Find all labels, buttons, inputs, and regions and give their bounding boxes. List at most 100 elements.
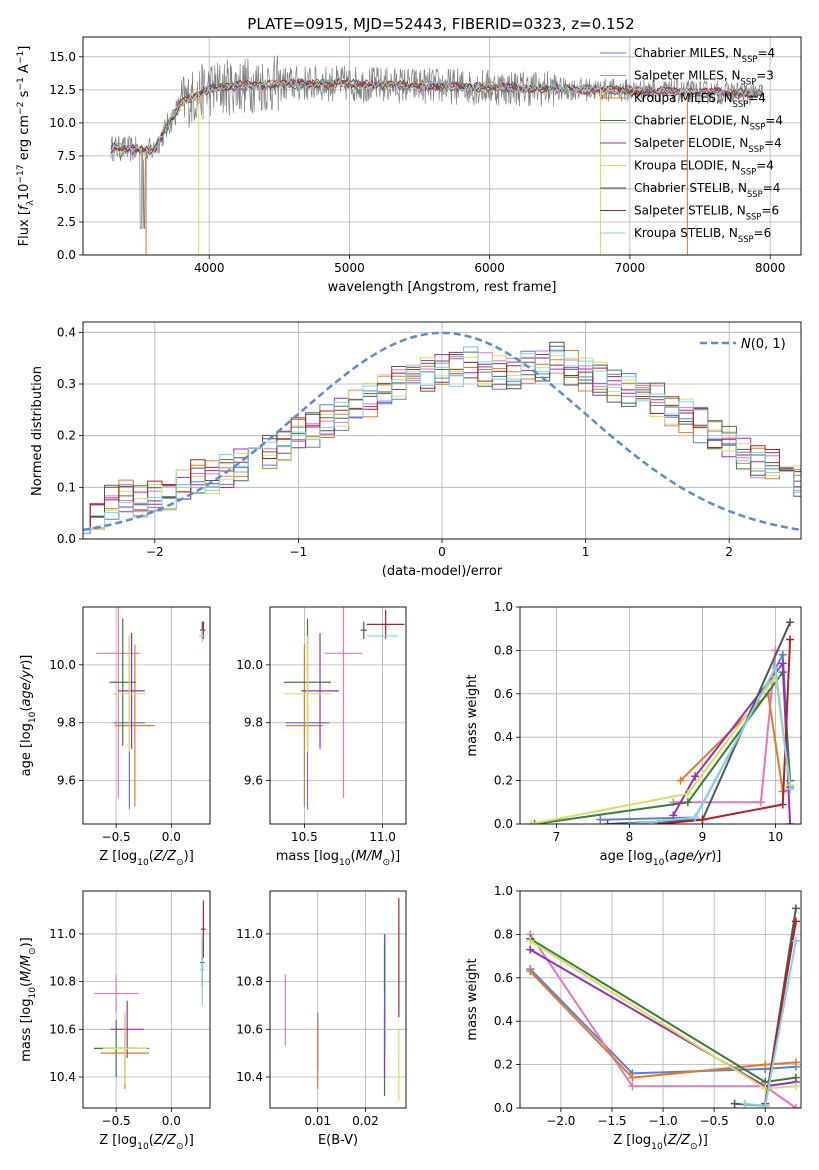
mass-weight-series: [740, 936, 800, 1108]
y-tick-label: 7.5: [57, 149, 76, 163]
y-tick-label: 1.0: [494, 600, 513, 614]
legend-label: Kroupa ELODIE, NSSP=4: [634, 159, 774, 177]
data-point-marker: [683, 798, 692, 807]
y-tick-label: 9.6: [57, 774, 76, 788]
x-tick-label: 0.0: [756, 1114, 775, 1128]
data-point-marker: [791, 1058, 800, 1067]
error-bar-point: [284, 635, 331, 752]
x-tick-label: 11.0: [369, 830, 396, 844]
legend-label: Salpeter ELODIE, NSSP=4: [634, 136, 782, 154]
data-point-marker: [530, 820, 539, 824]
model-spectrum-line-8: [110, 77, 763, 156]
legend-label: Chabrier MILES, NSSP=4: [634, 46, 775, 64]
series-line: [529, 970, 796, 1079]
y-tick-label: 0.6: [494, 687, 513, 701]
x-tick-label: 1: [582, 545, 590, 559]
legend: Chabrier MILES, NSSP=4 Salpeter MILES, NS…: [600, 46, 783, 244]
y-tick-label: 9.6: [244, 774, 263, 788]
data-point-marker: [756, 798, 765, 807]
x-tick-label: 0: [438, 545, 446, 559]
y-tick-label: 10.8: [236, 975, 263, 989]
x-tick-label: 0.0: [162, 830, 181, 844]
x-tick-label: 2: [725, 545, 733, 559]
x-tick-label: 6000: [474, 261, 505, 275]
x-tick-label: 4000: [194, 261, 225, 275]
data-point-marker: [740, 1099, 749, 1108]
x-tick-label: 8: [626, 830, 634, 844]
axes-frame: [269, 890, 407, 1109]
x-tick-label: 7000: [615, 261, 646, 275]
data-point-marker: [761, 1060, 770, 1069]
plot-area: [284, 898, 400, 1101]
legend-label: Chabrier ELODIE, NSSP=4: [634, 114, 783, 132]
data-point-marker: [625, 820, 634, 824]
y-tick-label: 0.4: [494, 1014, 513, 1028]
data-point-marker: [791, 1104, 800, 1108]
data-point-marker: [730, 1099, 739, 1108]
panel-spectrum: 4000 5000 6000 7000 8000 0.0 2.5 5.0 7.5 10.0 12.5…: [16, 36, 802, 295]
data-point-marker: [786, 635, 795, 644]
x-tick-label: 9: [699, 830, 707, 844]
plot-area: [526, 618, 795, 824]
y-axis-label: Flux [fλ10−17 erg cm−2 s−1 A−1]: [16, 46, 36, 247]
observed-spectrum-line: [110, 55, 764, 229]
legend-label: Chabrier STELIB, NSSP=4: [634, 181, 780, 199]
y-tick-label: 10.8: [49, 975, 76, 989]
normal-distribution-curve: [83, 331, 801, 532]
plot-area: [526, 904, 800, 1108]
data-point-marker: [526, 945, 535, 954]
x-tick-label: 7: [553, 830, 561, 844]
data-point-marker: [691, 813, 700, 822]
y-axis-label: mass [log10(M/M⊙)]: [19, 937, 38, 1061]
plot-area: [284, 607, 405, 810]
y-tick-label: 0.8: [494, 643, 513, 657]
x-axis-label: wavelength [Angstrom, rest frame]: [328, 280, 557, 295]
y-tick-label: 10.0: [49, 658, 76, 672]
mass-weight-series: [625, 663, 795, 824]
axes-frame: [82, 321, 802, 540]
x-axis-label: E(B-V): [318, 1133, 358, 1148]
model-spectrum-line-7: [110, 77, 763, 156]
error-bar-point: [102, 1012, 148, 1085]
y-tick-label: 10.6: [236, 1022, 263, 1036]
panel-mass_vs_ebv: 0.01 0.02 10.4 10.6 10.8 11.0 E(B-V): [236, 890, 407, 1148]
y-tick-label: 0.0: [57, 248, 76, 262]
data-point-marker: [791, 904, 800, 913]
x-axis-label: age [log10(age/yr)]: [600, 849, 722, 868]
y-tick-label: 15.0: [49, 50, 76, 64]
y-tick-label: 0.2: [494, 1058, 513, 1072]
data-point-marker: [791, 917, 800, 926]
panel-mass_vs_Z: −0.5 0.0 10.4 10.6 10.8 11.0 Z [log10(Z/Z⊙)] ma…: [19, 890, 211, 1152]
data-point-marker: [761, 1101, 770, 1108]
series-line: [658, 639, 792, 824]
y-tick-label: 12.5: [49, 83, 76, 97]
y-axis-label: mass weight: [465, 674, 480, 756]
y-tick-label: 11.0: [236, 927, 263, 941]
x-tick-label: −0.5: [102, 830, 131, 844]
x-tick-label: −1.5: [597, 1114, 626, 1128]
x-axis-label: Z [log10(Z/Z⊙)]: [99, 849, 194, 868]
y-tick-label: 0.0: [494, 1101, 513, 1115]
y-axis-label: mass weight: [465, 958, 480, 1040]
x-tick-label: 0.02: [352, 1114, 379, 1128]
y-tick-label: 9.8: [244, 716, 263, 730]
y-tick-label: 10.4: [49, 1070, 76, 1084]
plot-area: [83, 331, 801, 535]
x-tick-label: −0.5: [700, 1114, 729, 1128]
data-point-marker: [628, 1082, 637, 1091]
y-tick-label: 0.2: [494, 774, 513, 788]
panel-age_vs_mass: 10.5 11.0 9.6 9.8 10.0 mass [log10(M/M⊙)]: [236, 606, 407, 868]
y-axis-label: Normed distribution: [30, 366, 45, 496]
y-tick-label: 10.6: [49, 1022, 76, 1036]
data-point-marker: [526, 936, 535, 945]
error-bar-point: [201, 900, 206, 958]
y-tick-label: 10.0: [236, 658, 263, 672]
error-bar-point: [118, 633, 145, 749]
error-bar-point: [200, 933, 205, 1006]
error-bar-point: [285, 644, 324, 807]
x-tick-label: 8000: [755, 261, 786, 275]
data-point-marker: [791, 936, 800, 945]
model-spectrum-line-6: [110, 78, 763, 154]
data-point-marker: [691, 772, 700, 781]
